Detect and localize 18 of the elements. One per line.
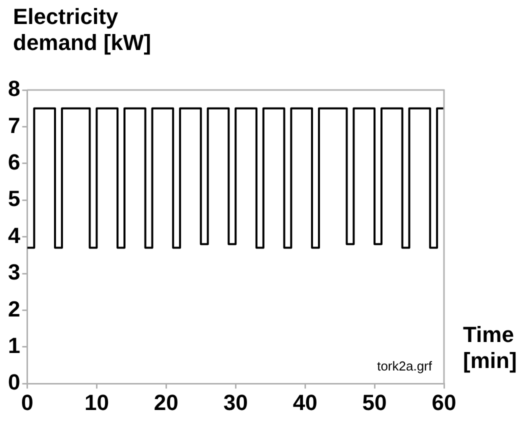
x-axis-title: Time [min] (463, 322, 517, 374)
x-tick-label: 30 (223, 390, 248, 415)
y-tick-label: 7 (8, 112, 20, 138)
x-tick-label: 40 (292, 390, 318, 415)
y-tick-label: 0 (8, 370, 20, 395)
y-tick-label: 5 (8, 186, 20, 212)
y-tick-label: 3 (8, 260, 20, 285)
y-tick-label: 8 (8, 76, 20, 102)
x-tick-label: 10 (84, 390, 109, 415)
y-tick-label: 4 (8, 222, 21, 248)
y-tick-label: 2 (8, 296, 20, 322)
x-tick-label: 50 (362, 390, 387, 415)
x-tick-label: 20 (154, 390, 178, 415)
y-tick-label: 6 (8, 149, 20, 174)
y-tick-label: 1 (8, 332, 20, 358)
x-tick-label: 60 (432, 390, 456, 415)
annotation: tork2a.grf (377, 358, 432, 374)
y-axis-title: Electricity demand [kW] (13, 4, 152, 56)
